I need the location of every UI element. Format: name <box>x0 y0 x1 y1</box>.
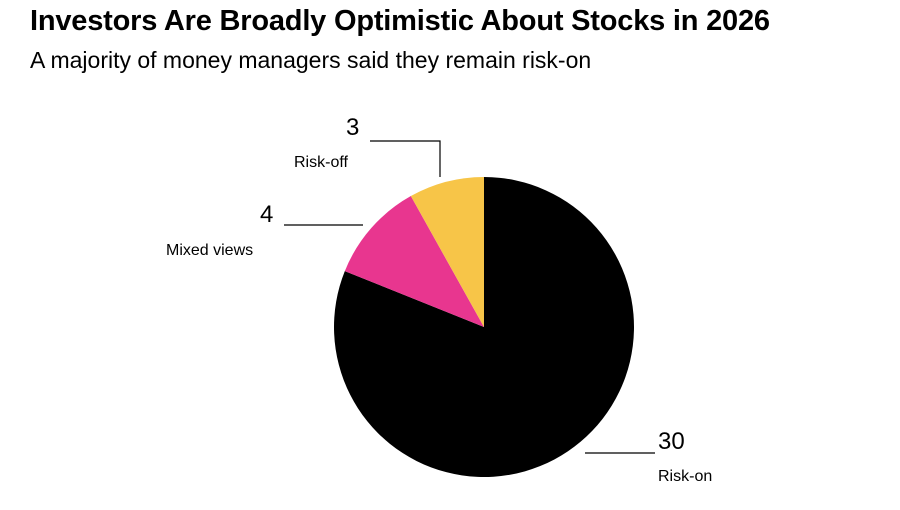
data-label-value-mixed-views: 4 <box>260 201 273 228</box>
leader-line-risk-off <box>370 140 441 177</box>
data-label-name-risk-on: Risk-on <box>658 468 712 485</box>
data-label-value-risk-off: 3 <box>346 114 359 141</box>
pie-slice-mixed-views <box>344 196 484 327</box>
pie-slice-risk-on <box>334 177 635 477</box>
data-label-value-risk-on: 30 <box>658 428 685 455</box>
data-label-name-mixed-views: Mixed views <box>166 242 253 259</box>
chart-subtitle: A majority of money managers said they r… <box>30 47 592 73</box>
pie-slice-risk-off <box>410 177 484 327</box>
chart-title: Investors Are Broadly Optimistic About S… <box>30 5 770 37</box>
data-label-name-risk-off: Risk-off <box>294 154 348 171</box>
